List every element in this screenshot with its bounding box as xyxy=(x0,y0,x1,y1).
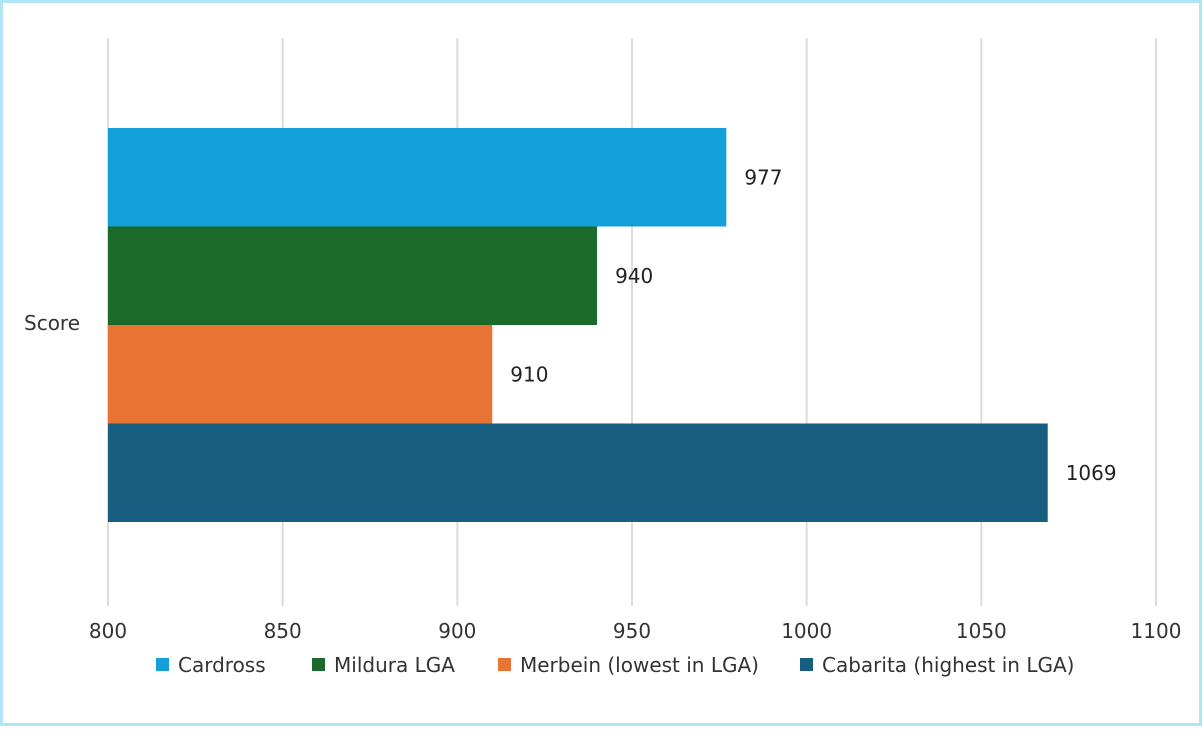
legend: Cardross Mildura LGA Merbein (lowest in LG… xyxy=(156,653,1074,677)
bar-merbein-lowest-in-lga xyxy=(108,325,493,424)
x-tick-label: 800 xyxy=(89,619,127,643)
data-label: 1069 xyxy=(1066,461,1117,485)
bars xyxy=(108,128,1048,522)
data-label: 977 xyxy=(744,165,782,189)
bar-cabarita-highest-in-lga xyxy=(108,423,1048,522)
bar-cardross xyxy=(108,128,727,227)
bar-mildura-lga xyxy=(108,226,598,325)
category-label-score: Score xyxy=(24,311,80,335)
data-labels: 977 940 910 1069 xyxy=(510,165,1116,485)
legend-swatch xyxy=(498,658,511,671)
x-tick-label: 900 xyxy=(438,619,476,643)
data-label: 940 xyxy=(615,264,653,288)
x-tick-label: 950 xyxy=(613,619,651,643)
legend-label: Cabarita (highest in LGA) xyxy=(822,653,1074,677)
legend-swatch xyxy=(156,658,169,671)
legend-label: Mildura LGA xyxy=(334,653,455,677)
x-tick-label: 1100 xyxy=(1131,619,1182,643)
legend-item: Merbein (lowest in LGA) xyxy=(498,653,759,677)
legend-item: Cardross xyxy=(156,653,266,677)
data-label: 910 xyxy=(510,362,548,386)
x-axis: 800 850 900 950 1000 1050 1100 xyxy=(89,619,1182,643)
legend-item: Mildura LGA xyxy=(312,653,455,677)
legend-item: Cabarita (highest in LGA) xyxy=(800,653,1074,677)
legend-swatch xyxy=(800,658,813,671)
legend-label: Cardross xyxy=(178,653,266,677)
x-tick-label: 850 xyxy=(264,619,302,643)
legend-label: Merbein (lowest in LGA) xyxy=(520,653,759,677)
x-tick-label: 1000 xyxy=(781,619,832,643)
legend-swatch xyxy=(312,658,325,671)
x-tick-label: 1050 xyxy=(956,619,1007,643)
